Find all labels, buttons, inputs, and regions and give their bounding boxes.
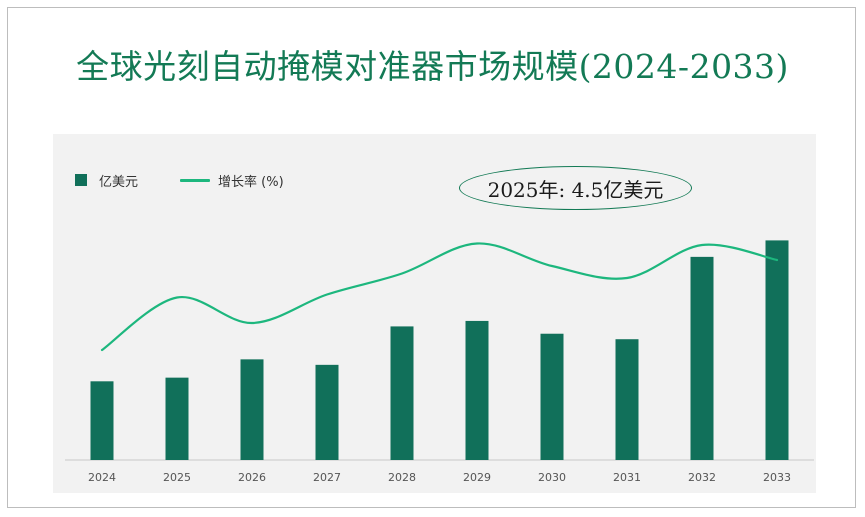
legend-line-swatch	[180, 178, 211, 182]
legend-bar-swatch	[75, 174, 87, 186]
bar-2027	[315, 364, 339, 460]
x-tick-label-2030: 2030	[538, 471, 566, 484]
bar-2032	[690, 256, 714, 460]
bar-2031	[615, 339, 639, 460]
chart-title: 全球光刻自动掩模对准器市场规模(2024-2033)	[76, 47, 789, 86]
x-tick-label-2025: 2025	[163, 471, 191, 484]
x-tick-label-2033: 2033	[763, 471, 791, 484]
legend: 亿美元 增长率 (%)	[75, 170, 284, 190]
x-tick-label-2029: 2029	[463, 471, 491, 484]
bar-2028	[390, 326, 414, 460]
annotation-callout: 2025年: 4.5亿美元	[459, 166, 692, 210]
bar-2029	[465, 320, 489, 460]
x-tick-label-2031: 2031	[613, 471, 641, 484]
growth-rate-line	[100, 242, 779, 352]
bar-2033	[765, 240, 789, 460]
bar-2024	[90, 381, 114, 460]
bar-2030	[540, 333, 564, 460]
x-tick-label-2028: 2028	[388, 471, 416, 484]
x-tick-label-2027: 2027	[313, 471, 341, 484]
x-tick-label-2026: 2026	[238, 471, 266, 484]
legend-line-label: 增长率 (%)	[218, 174, 284, 190]
x-tick-label-2024: 2024	[88, 471, 116, 484]
bar-2026	[240, 359, 264, 460]
legend-bar-label: 亿美元	[99, 174, 139, 190]
x-tick-label-2032: 2032	[688, 471, 716, 484]
bar-2025	[165, 377, 189, 460]
